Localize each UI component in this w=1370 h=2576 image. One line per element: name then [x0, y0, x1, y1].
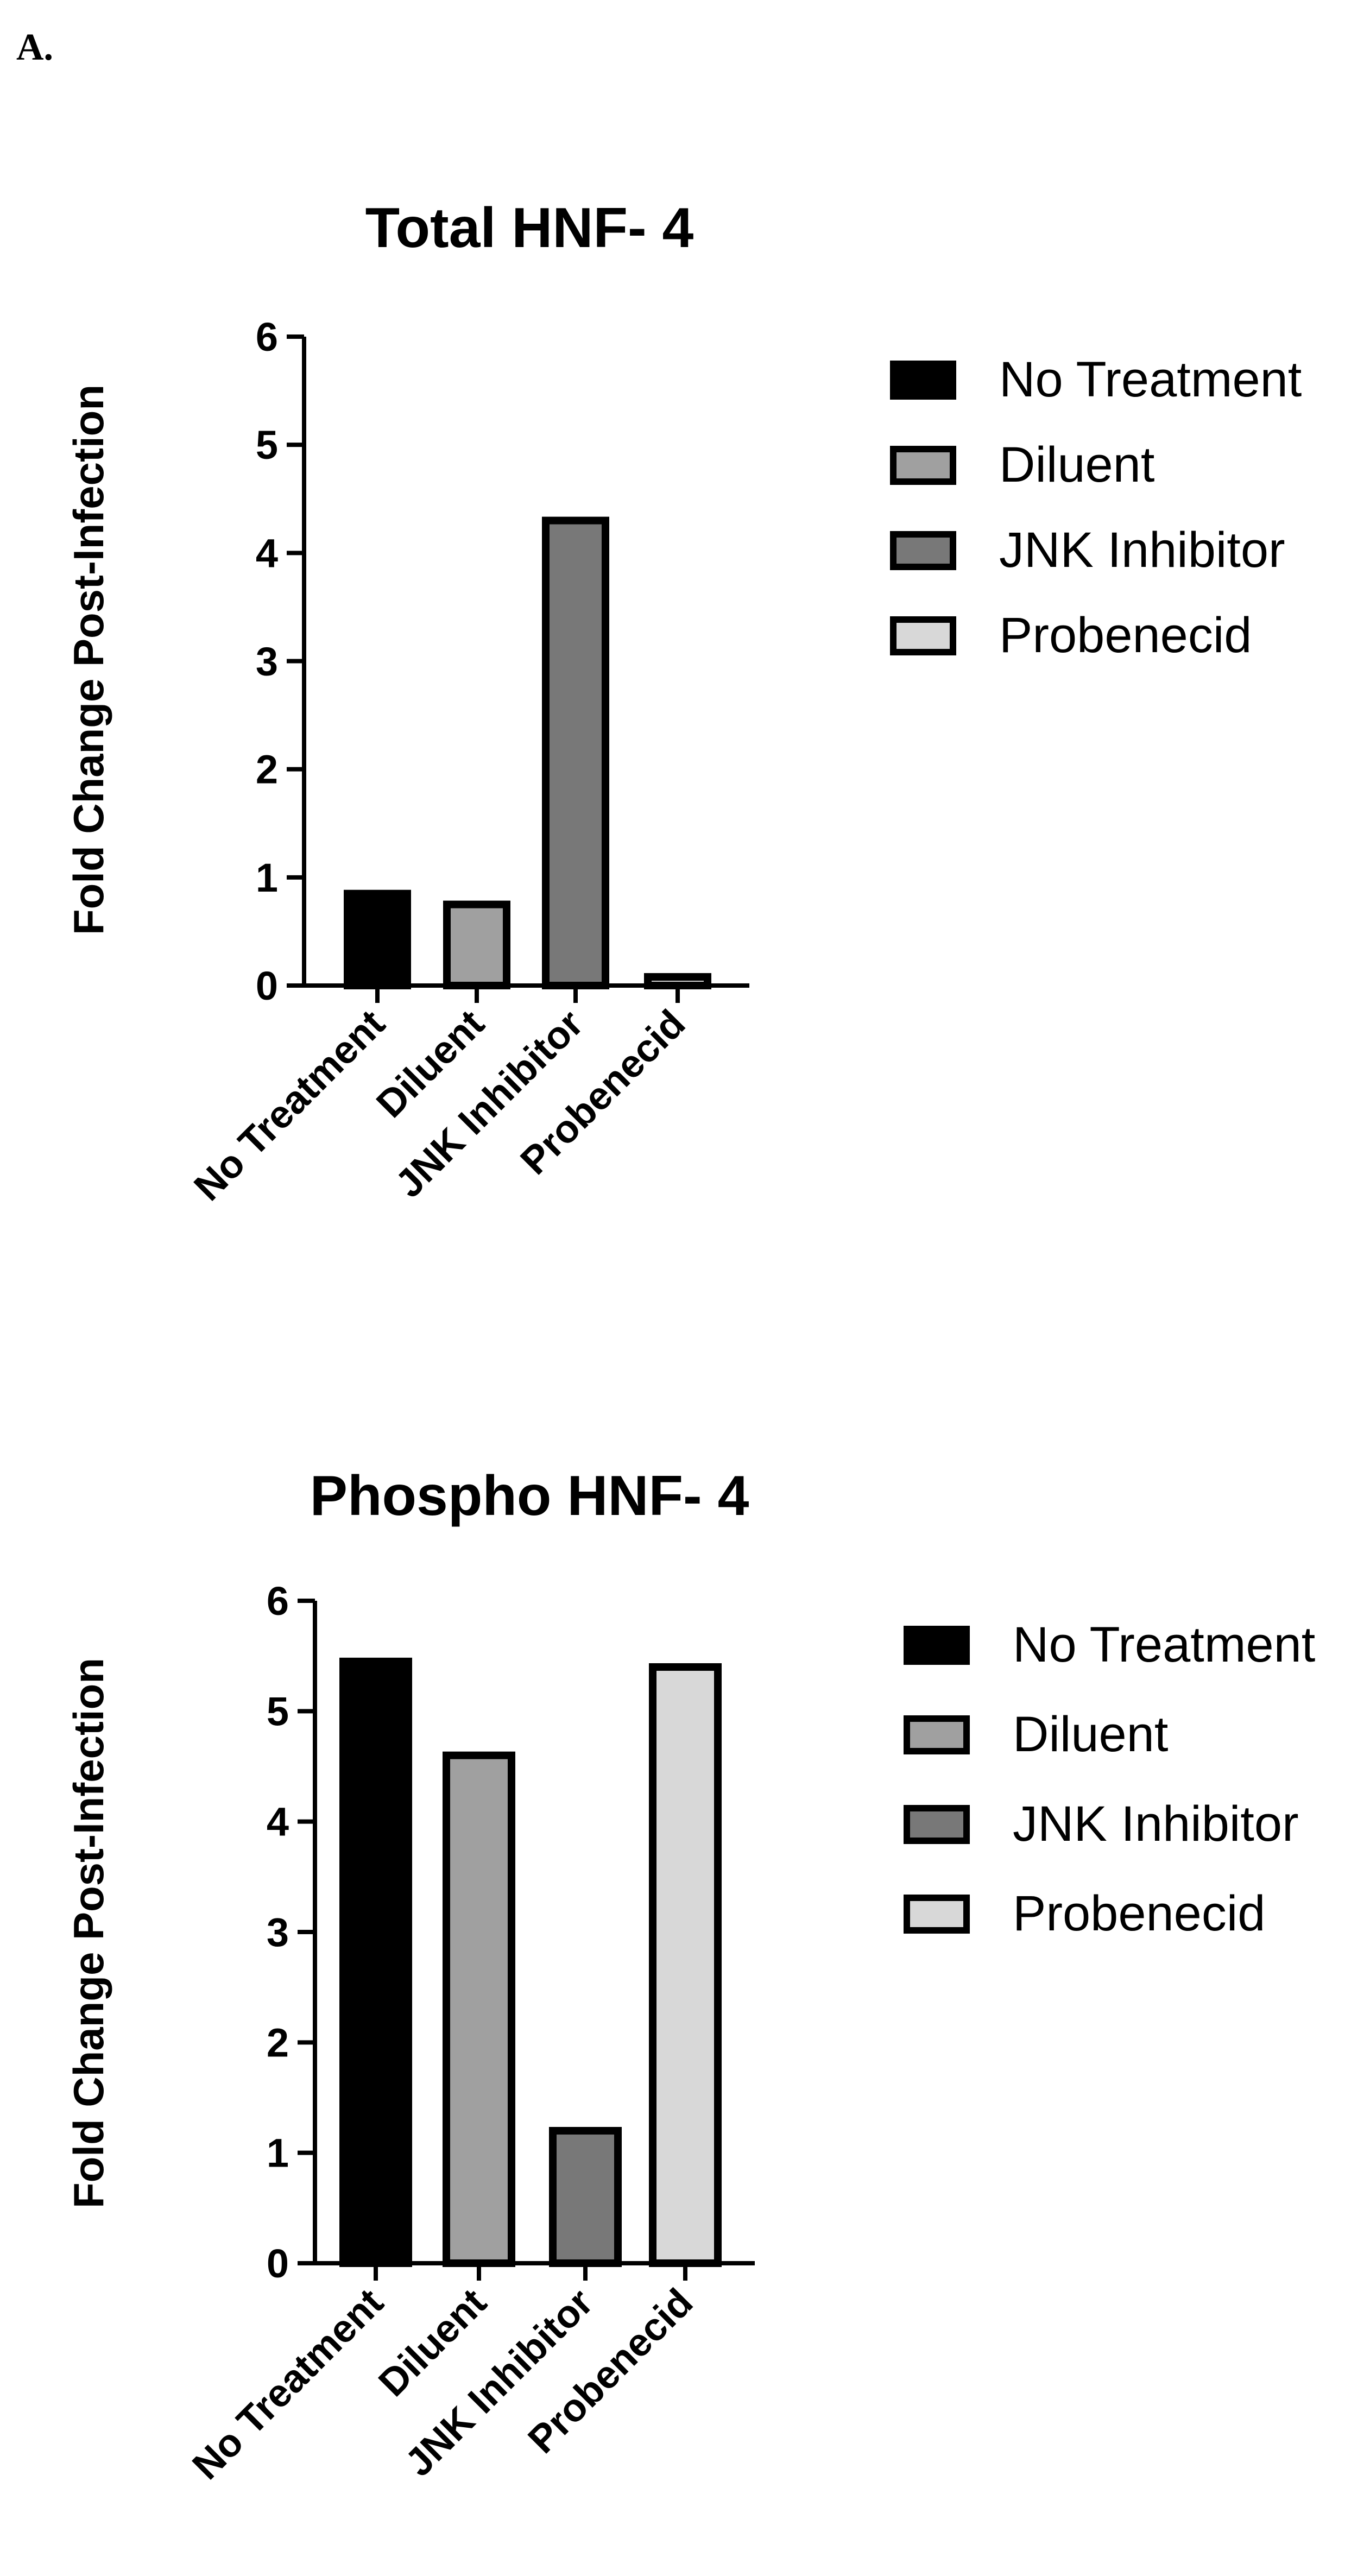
legend-label: Diluent: [1013, 1707, 1168, 1762]
legend-swatch: [890, 616, 956, 655]
y-tick-label: 0: [267, 2241, 289, 2286]
y-tick-label: 3: [256, 639, 278, 684]
legend-swatch: [890, 361, 956, 400]
y-tick-label: 1: [256, 855, 278, 900]
legend-label: Diluent: [999, 437, 1154, 493]
y-tick-label: 4: [256, 531, 278, 576]
y-tick-label: 5: [267, 1689, 289, 1734]
legend-label: JNK Inhibitor: [999, 522, 1285, 578]
legend-swatch: [890, 446, 956, 485]
bar-no-treatment: [339, 1657, 412, 2267]
chart-title: Phospho HNF- 4: [310, 1464, 749, 1527]
bar-no-treatment: [344, 889, 411, 990]
y-tick-label: 3: [267, 1910, 289, 1955]
y-tick-label: 4: [267, 1800, 289, 1845]
bar-jnk-inhibitor: [542, 516, 609, 989]
y-tick-label: 2: [256, 747, 278, 792]
y-axis-label: Fold Change Post-Infection: [65, 1658, 112, 2208]
legend-swatch: [904, 1805, 970, 1844]
y-axis-label: Fold Change Post-Infection: [65, 384, 112, 935]
bar-jnk-inhibitor: [549, 2127, 622, 2267]
panel-label: A.: [16, 27, 53, 68]
y-tick-label: 6: [267, 1579, 289, 1624]
bar-diluent: [443, 900, 510, 989]
legend-label: No Treatment: [999, 352, 1302, 407]
y-tick-label: 5: [256, 422, 278, 468]
bar-probenecid: [649, 1663, 722, 2267]
legend-swatch: [904, 1626, 970, 1665]
y-tick-label: 1: [267, 2131, 289, 2176]
legend-label: No Treatment: [1013, 1617, 1315, 1672]
legend-label: Probenecid: [999, 608, 1252, 663]
legend-swatch: [904, 1895, 970, 1934]
y-tick-label: 0: [256, 963, 278, 1008]
legend-swatch: [904, 1715, 970, 1754]
bar-diluent: [443, 1751, 515, 2268]
legend-swatch: [890, 531, 956, 570]
chart-title: Total HNF- 4: [365, 197, 694, 260]
y-tick-label: 2: [267, 2020, 289, 2065]
legend-label: JNK Inhibitor: [1013, 1796, 1299, 1852]
legend-label: Probenecid: [1013, 1886, 1265, 1941]
y-tick-label: 6: [256, 314, 278, 359]
